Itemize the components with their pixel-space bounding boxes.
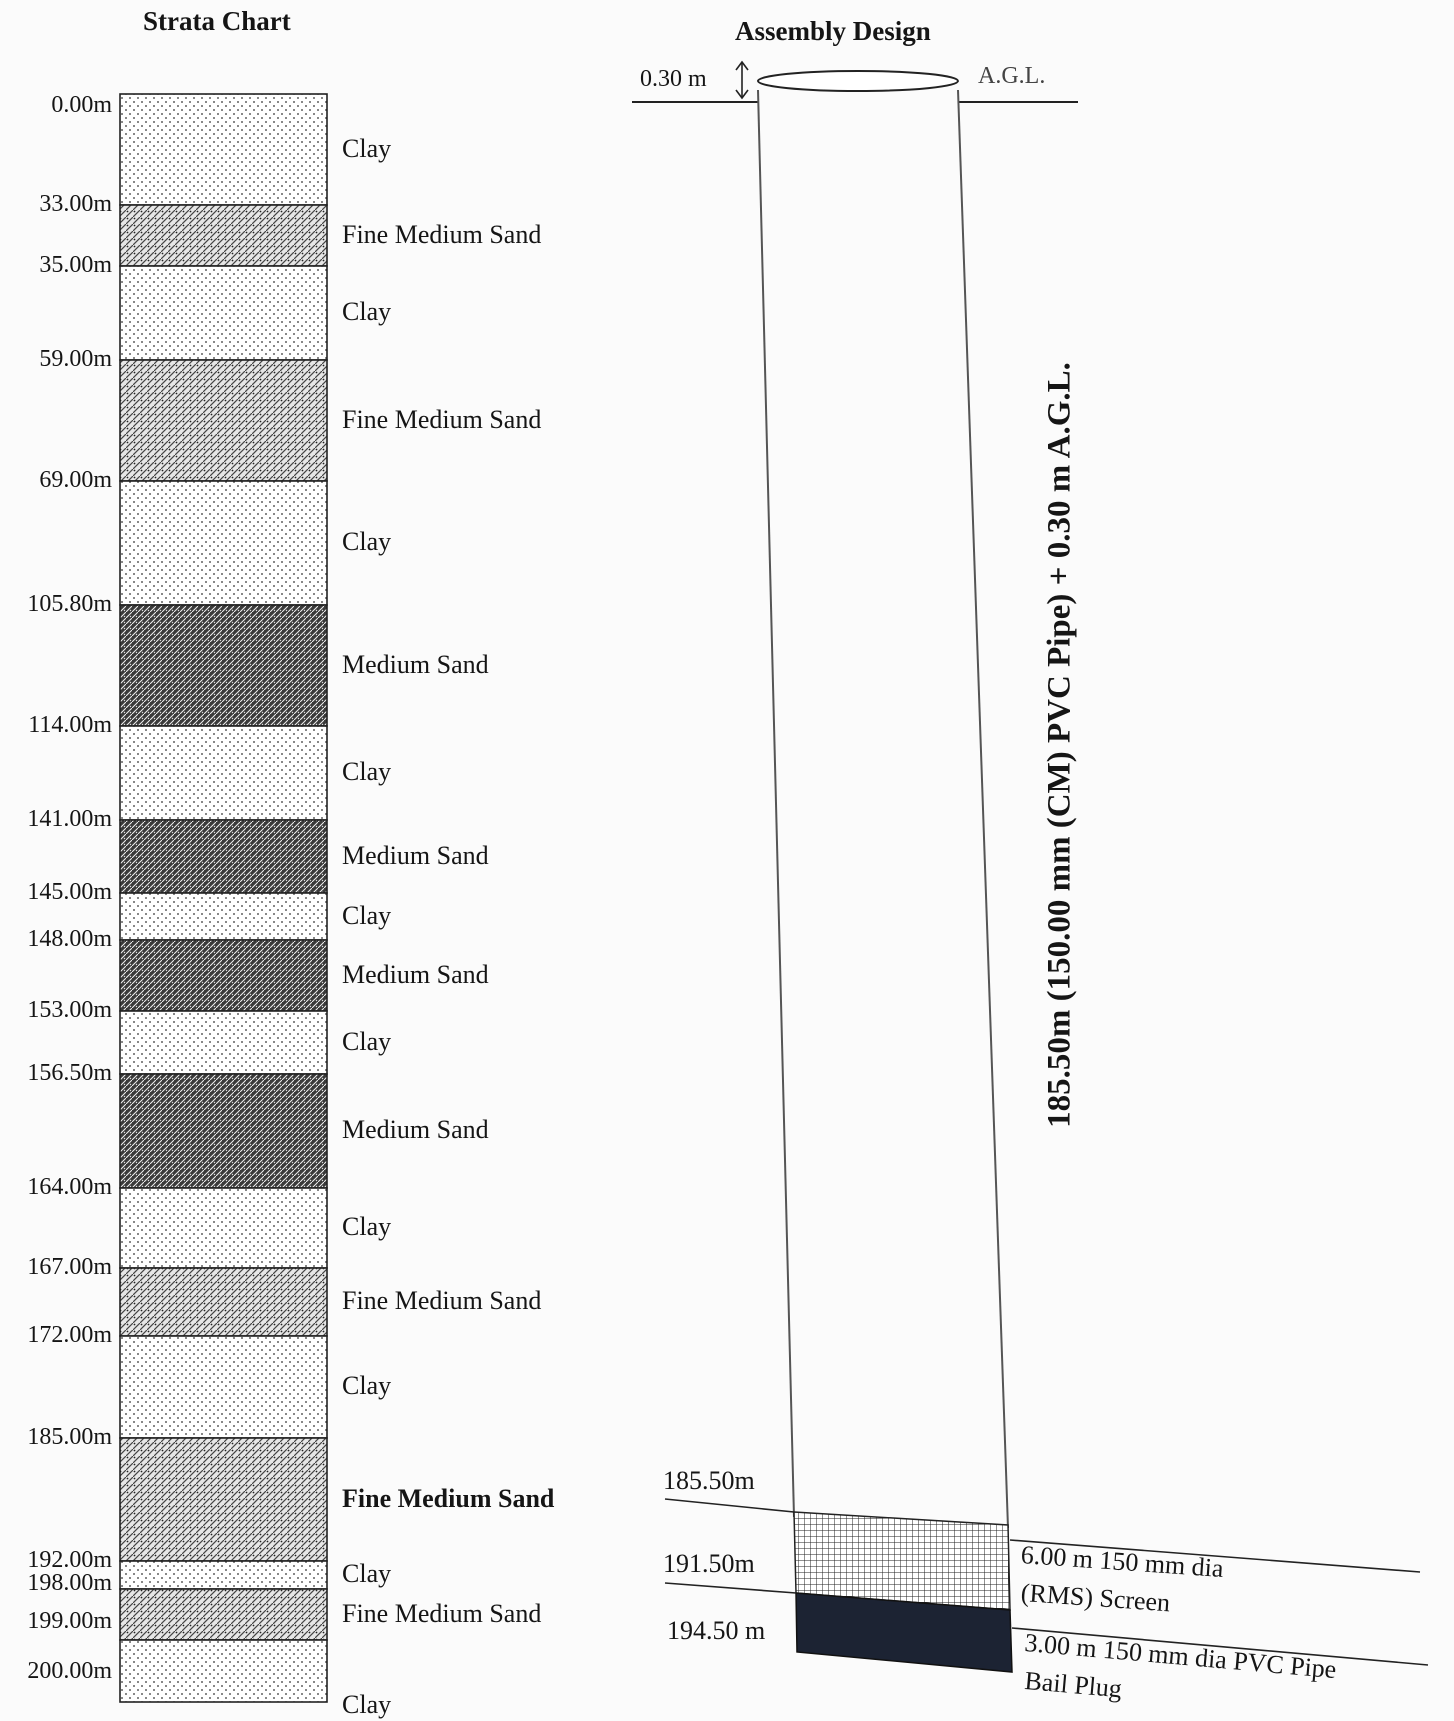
strata-material-label-5: Clay [342, 527, 392, 556]
strata-material-label-4: Fine Medium Sand [342, 404, 542, 434]
strata-depth-label-6: 114.00m [28, 712, 112, 738]
strata-material-label-10: Medium Sand [342, 959, 489, 989]
strata-layer-9 [119, 892, 328, 941]
strata-depth-label-17: 198.00m [27, 1570, 112, 1596]
strata-material-label-11: Clay [342, 1026, 392, 1056]
assembly-depth-191-50: 191.50m [663, 1549, 755, 1578]
strata-material-label-3: Clay [342, 297, 392, 326]
bail-leader-line [1011, 1627, 1429, 1666]
strata-layer-5 [119, 480, 328, 606]
strata-material-label-18: Fine Medium Sand [342, 1598, 542, 1628]
strata-layer-1 [119, 93, 328, 206]
strata-depth-label-8: 145.00m [27, 879, 112, 905]
strata-layer-11 [119, 1010, 328, 1075]
offset-arrowhead-up-icon [735, 60, 749, 71]
top-offset-label: 0.30 m [640, 66, 707, 92]
assembly-depth-194-50: 194.50 m [667, 1616, 766, 1645]
strata-layer-7 [119, 725, 328, 821]
strata-depth-label-9: 148.00m [27, 926, 112, 952]
strata-layer-2 [119, 204, 328, 267]
strata-material-label-8: Medium Sand [342, 840, 489, 870]
strata-depth-label-7: 141.00m [27, 806, 112, 832]
strata-layer-16 [119, 1437, 328, 1562]
strata-material-label-7: Clay [342, 757, 392, 786]
strata-depth-label-11: 156.50m [27, 1060, 112, 1086]
strata-material-label-2: Fine Medium Sand [342, 219, 542, 249]
strata-depth-label-12: 164.00m [27, 1174, 112, 1200]
pipe-top-ellipse [757, 70, 959, 92]
strata-depth-label-2: 35.00m [39, 252, 112, 278]
agl-label: A.G.L. [978, 63, 1046, 89]
strata-material-label-12: Medium Sand [342, 1115, 489, 1144]
strata-chart-title: Strata Chart [143, 6, 291, 36]
strata-depth-label-16: 192.00m [27, 1547, 112, 1573]
strata-layer-14 [119, 1267, 328, 1337]
strata-depth-label-1: 33.00m [39, 191, 112, 217]
assembly-design-title: Assembly Design [735, 16, 931, 46]
strata-material-label-13: Clay [342, 1212, 392, 1241]
strata-layer-12 [119, 1073, 328, 1189]
level-line-191-50 [664, 1582, 797, 1594]
assembly-drawing [632, 60, 1429, 1673]
strata-column [119, 93, 328, 1703]
strata-layer-13 [119, 1187, 328, 1269]
offset-arrowhead-down-icon [735, 89, 749, 100]
strata-material-label-16: Fine Medium Sand [342, 1483, 555, 1513]
level-line-185-50 [664, 1498, 795, 1513]
strata-material-label-17: Clay [342, 1559, 392, 1588]
strata-layer-8 [119, 819, 328, 894]
strata-layer-15 [119, 1335, 328, 1439]
strata-material-label-15: Clay [342, 1371, 392, 1400]
strata-depth-label-3: 59.00m [39, 346, 112, 372]
strata-material-label-19: Clay [342, 1690, 392, 1719]
assembly-depth-185-50: 185.50m [663, 1466, 755, 1495]
pipe-wall-right [957, 89, 1009, 1529]
pipe-wall-left [757, 89, 795, 1518]
strata-depth-label-14: 172.00m [27, 1322, 112, 1348]
strata-depth-label-15: 185.00m [27, 1424, 112, 1450]
strata-layer-19 [119, 1639, 328, 1703]
strata-layer-3 [119, 265, 328, 361]
strata-depth-label-13: 167.00m [27, 1254, 112, 1280]
pipe-label: 185.50m (150.00 mm (CM) PVC Pipe) + 0.30… [1041, 362, 1078, 1128]
strata-depth-label-10: 153.00m [27, 997, 112, 1023]
bail-plug [795, 1592, 1013, 1673]
strata-layer-6 [119, 604, 328, 727]
strata-depth-label-5: 105.80m [27, 591, 112, 617]
strata-depth-label-0: 0.00m [51, 92, 112, 118]
strata-layer-10 [119, 939, 328, 1012]
strata-depth-label-18: 199.00m [27, 1608, 112, 1634]
strata-layer-17 [119, 1560, 328, 1590]
strata-layer-4 [119, 359, 328, 482]
strata-layer-18 [119, 1588, 328, 1641]
strata-material-label-1: Clay [342, 133, 392, 163]
strata-material-label-6: Medium Sand [342, 649, 489, 679]
strata-material-label-14: Fine Medium Sand [342, 1286, 542, 1315]
strata-depth-label-4: 69.00m [39, 467, 112, 493]
strata-material-label-9: Clay [342, 900, 392, 930]
screen-leader-line [1009, 1539, 1421, 1573]
strata-depth-label-19: 200.00m [27, 1658, 112, 1684]
